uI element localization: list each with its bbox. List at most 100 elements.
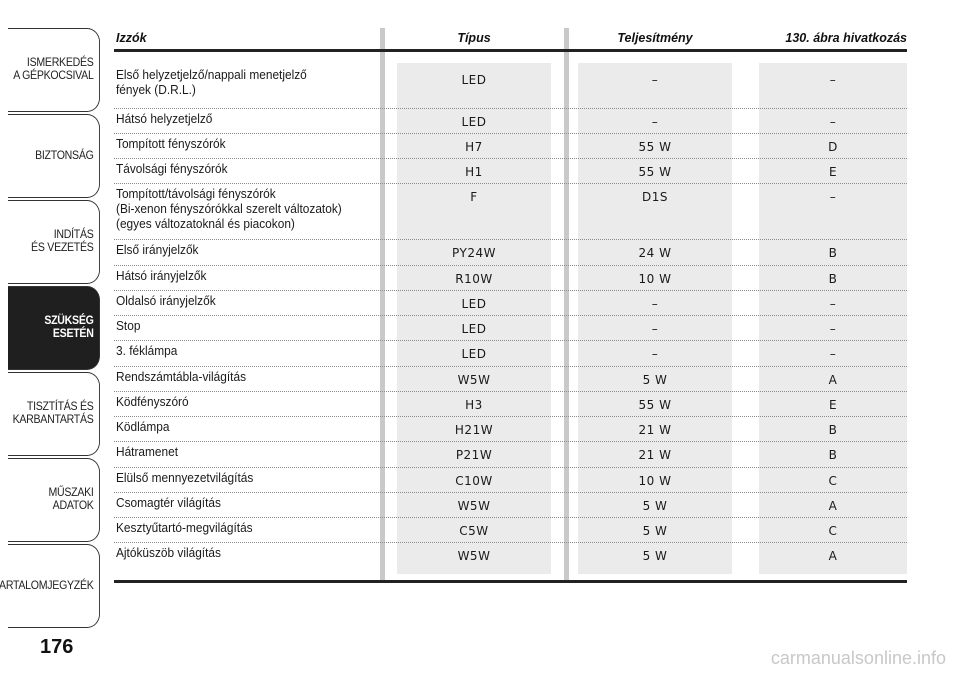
bulb-type: H1 xyxy=(465,165,483,179)
chapter-tab[interactable]: MŰSZAKI ADATOK xyxy=(8,458,100,542)
row-separator xyxy=(114,290,907,291)
bulb-type: LED xyxy=(461,322,487,336)
row-separator xyxy=(114,108,907,109)
bulb-name: Első helyzetjelző/nappali menetjelző fén… xyxy=(116,68,307,97)
bulb-power: 5 W xyxy=(642,499,668,513)
bottom-rule xyxy=(114,580,907,583)
figure-ref: C xyxy=(828,524,838,538)
figure-ref: A xyxy=(828,499,838,513)
bulb-type: C5W xyxy=(459,524,489,538)
bulb-type: H7 xyxy=(465,140,483,154)
figure-ref: E xyxy=(828,398,838,412)
bulb-name: Kesztyűtartó-megvilágítás xyxy=(116,521,253,535)
figure-ref: A xyxy=(828,373,838,387)
row-separator xyxy=(114,391,907,392)
figure-ref: A xyxy=(828,549,838,563)
figure-ref: B xyxy=(828,272,838,286)
figure-ref: – xyxy=(829,115,837,129)
bulb-power: 55 W xyxy=(638,165,672,179)
watermark: carmanualsonline.info xyxy=(770,648,946,668)
row-separator xyxy=(114,340,907,341)
bulb-name: Ködlámpa xyxy=(116,420,170,434)
bulb-power: – xyxy=(651,347,659,361)
bulb-type: P21W xyxy=(455,448,493,462)
figure-ref: D xyxy=(828,140,838,154)
bulb-power: 10 W xyxy=(638,474,672,488)
tipus-column-bg xyxy=(397,63,551,574)
bulb-power: 55 W xyxy=(638,398,672,412)
bulb-type: PY24W xyxy=(452,246,496,260)
row-separator xyxy=(114,315,907,316)
bulb-power: 5 W xyxy=(642,549,668,563)
figure-ref: – xyxy=(829,322,837,336)
bulb-power: – xyxy=(651,115,659,129)
figure-ref: B xyxy=(828,246,838,260)
row-separator xyxy=(114,416,907,417)
row-separator xyxy=(114,239,907,240)
bulb-type: F xyxy=(470,190,478,204)
figure-ref: – xyxy=(829,347,837,361)
bulb-type: W5W xyxy=(457,549,491,563)
header-rule xyxy=(114,49,907,52)
chapter-tab[interactable]: TISZTÍTÁS ÉS KARBANTARTÁS xyxy=(8,372,100,456)
bulb-power: 5 W xyxy=(642,524,668,538)
bulb-type: W5W xyxy=(457,499,491,513)
bulb-name: Hátsó helyzetjelző xyxy=(116,112,213,126)
teljesitmeny-column-bg xyxy=(578,63,732,574)
bulb-name: 3. féklámpa xyxy=(116,344,178,358)
bulb-name: Stop xyxy=(116,319,141,333)
row-separator xyxy=(114,441,907,442)
bulb-type: H21W xyxy=(454,423,494,437)
row-separator xyxy=(114,366,907,367)
column-divider xyxy=(380,28,385,580)
column-divider xyxy=(564,28,569,580)
bulb-type: LED xyxy=(461,347,487,361)
row-separator xyxy=(114,467,907,468)
figure-ref: B xyxy=(828,423,838,437)
chapter-tab[interactable]: INDÍTÁS ÉS VEZETÉS xyxy=(8,200,100,284)
chapter-tab[interactable]: ISMERKEDÉS A GÉPKOCSIVAL xyxy=(8,28,100,112)
bulb-power: 10 W xyxy=(638,272,672,286)
row-separator xyxy=(114,158,907,159)
row-separator xyxy=(114,133,907,134)
bulb-type: LED xyxy=(461,297,487,311)
figure-ref: B xyxy=(828,448,838,462)
bulb-name: Ajtóküszöb világítás xyxy=(116,546,221,560)
bulb-name: Ködfényszóró xyxy=(116,395,189,409)
chapter-tab[interactable]: SZÜKSÉG ESETÉN xyxy=(8,286,100,370)
bulb-power: 21 W xyxy=(638,423,672,437)
header-izzok: Izzók xyxy=(116,31,147,45)
bulb-name: Hátsó irányjelzők xyxy=(116,269,207,283)
bulb-name: Első irányjelzők xyxy=(116,243,199,257)
bulb-power: – xyxy=(651,297,659,311)
bulb-type: LED xyxy=(461,115,487,129)
figure-ref: E xyxy=(828,165,838,179)
header-teljesitmeny: Teljesítmény xyxy=(617,31,693,45)
row-separator xyxy=(114,492,907,493)
figure-ref: C xyxy=(828,474,838,488)
bulb-type: R10W xyxy=(455,272,493,286)
header-tipus: Típus xyxy=(457,31,491,45)
row-separator xyxy=(114,183,907,184)
header-ref: 130. ábra hivatkozás xyxy=(785,31,907,45)
row-separator xyxy=(114,265,907,266)
chapter-tab[interactable]: BIZTONSÁG xyxy=(8,114,100,198)
chapter-tab[interactable]: TARTALOMJEGYZÉK xyxy=(0,544,100,628)
bulb-name: Tompított fényszórók xyxy=(116,137,226,151)
bulb-name: Tompított/távolsági fényszórók (Bi-xenon… xyxy=(116,187,342,231)
row-separator xyxy=(114,542,907,543)
bulb-power: 21 W xyxy=(638,448,672,462)
bulb-power: D1S xyxy=(642,190,668,204)
bulb-name: Oldalsó irányjelzők xyxy=(116,294,216,308)
bulb-power: 24 W xyxy=(638,246,672,260)
bulb-name: Csomagtér világítás xyxy=(116,496,221,510)
figure-ref: – xyxy=(829,73,837,87)
page-number: 176 xyxy=(40,636,74,658)
row-separator xyxy=(114,517,907,518)
bulb-type: LED xyxy=(461,73,487,87)
figure-ref: – xyxy=(829,297,837,311)
bulb-power: – xyxy=(651,73,659,87)
bulb-power: – xyxy=(651,322,659,336)
bulb-name: Rendszámtábla-világítás xyxy=(116,370,247,384)
bulb-power: 55 W xyxy=(638,140,672,154)
